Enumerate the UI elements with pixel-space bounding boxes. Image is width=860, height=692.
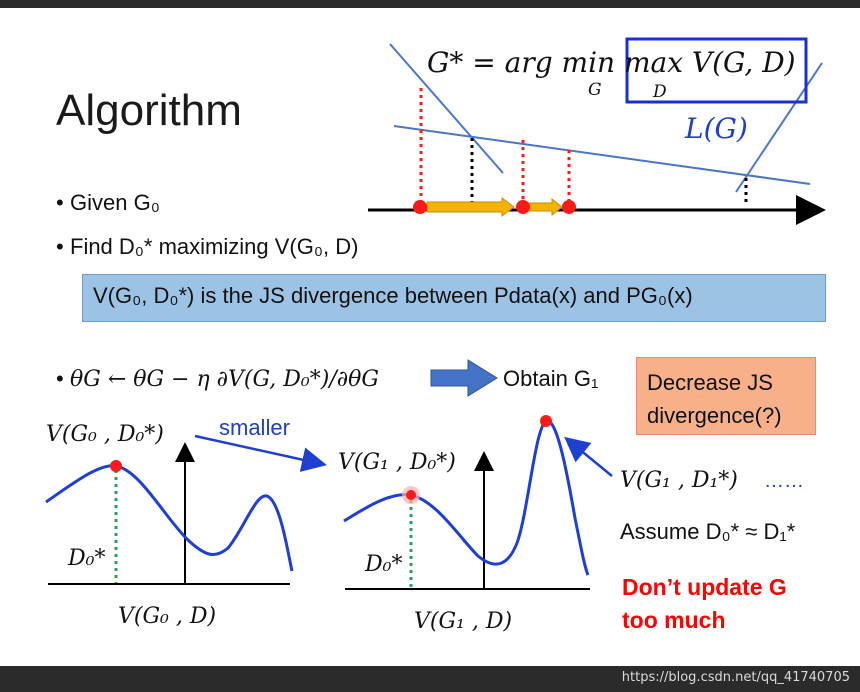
decrease-js-line2: divergence(?) <box>647 403 782 428</box>
right-x-label: V(G₁ , D) <box>414 609 513 634</box>
orange-arrow-1 <box>426 197 515 217</box>
formula-min-subscript: G <box>588 80 602 100</box>
left-x-label: V(G₀ , D) <box>118 604 217 629</box>
shallow-line <box>393 125 811 185</box>
formula-main: G* = arg min max V(G, D) <box>427 46 796 79</box>
red-point-3 <box>562 200 576 214</box>
bullet-find: • Find D₀* maximizing V(G₀, D) <box>56 234 359 259</box>
formula-max-subscript: D <box>653 82 667 102</box>
bullet-update-text: θG ← θG − η ∂V(G, D₀*)/∂θG <box>70 367 379 392</box>
watermark: https://blog.csdn.net/qq_41740705 <box>621 670 850 685</box>
right-new-peak-dot <box>540 415 552 427</box>
red-point-2 <box>516 200 530 214</box>
bottom-bar <box>0 666 860 692</box>
orange-arrow-2 <box>527 197 563 217</box>
js-divergence-box: V(G₀, D₀*) is the JS divergence between … <box>82 274 826 322</box>
obtain-arrow <box>430 359 498 397</box>
slide-title: Algorithm <box>56 86 242 135</box>
right-old-point <box>406 490 416 500</box>
diagram-graphics <box>45 37 826 590</box>
bullet-given: • Given G₀ <box>56 190 160 215</box>
left-peak-dot <box>110 460 122 472</box>
decrease-js-box: Decrease JS divergence(?) <box>636 357 816 435</box>
obtain-label: Obtain G₁ <box>503 366 599 391</box>
smaller-arrow <box>194 434 327 472</box>
right-peak-label: V(G₁ , D₀*) <box>338 450 456 475</box>
slide: Algorithm <box>0 8 860 666</box>
steep-line-left <box>389 43 504 174</box>
left-peak-label: V(G₀ , D₀*) <box>46 422 164 447</box>
steep-line-right <box>735 62 823 193</box>
bullet-find-text: Find D₀* maximizing V(G₀, D) <box>70 234 359 259</box>
left-curve <box>45 464 294 572</box>
assume-label: Assume D₀* ≈ D₁* <box>620 519 796 544</box>
decrease-js-line1: Decrease JS <box>647 370 773 395</box>
new-peak-label: V(G₁ , D₁*) <box>620 468 738 493</box>
new-peak-arrow <box>564 436 613 477</box>
top-bar <box>0 0 860 8</box>
warning-line2: too much <box>622 607 726 633</box>
l-g-label: L(G) <box>685 112 748 145</box>
warning-text: Don’t update G too much <box>622 571 787 637</box>
left-d-label: D₀* <box>68 546 106 571</box>
bullet-update: • θG ← θG − η ∂V(G, D₀*)/∂θG <box>56 366 379 392</box>
ellipsis: …… <box>764 470 804 492</box>
warning-line1: Don’t update G <box>622 574 787 600</box>
max-box <box>625 37 808 104</box>
right-d-label: D₀* <box>365 552 403 577</box>
smaller-label: smaller <box>219 415 290 440</box>
red-point-1 <box>413 200 427 214</box>
bullet-given-text: Given G₀ <box>70 190 160 215</box>
